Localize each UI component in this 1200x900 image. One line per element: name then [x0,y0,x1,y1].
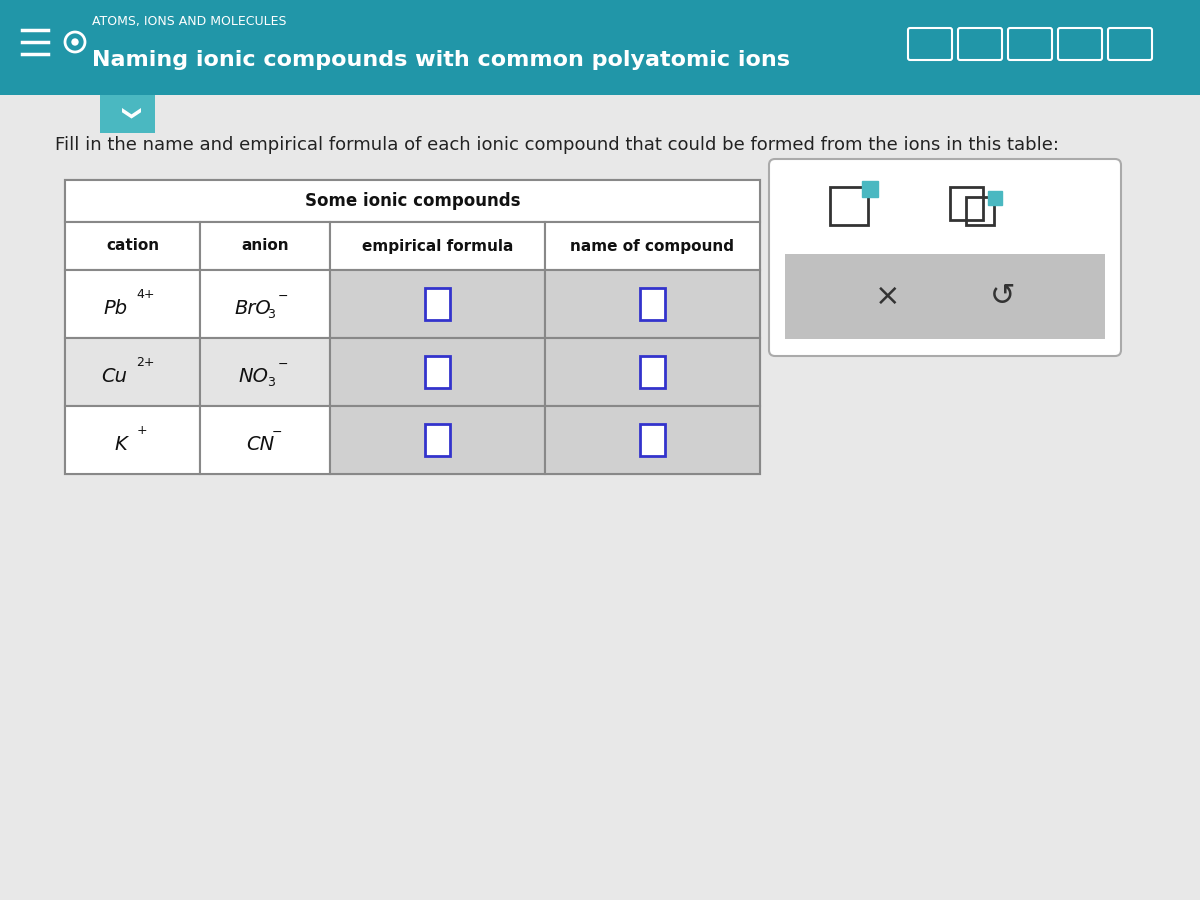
Text: 3: 3 [268,308,275,320]
Bar [330,222,545,270]
Text: 4+: 4+ [137,287,155,301]
Text: −: − [271,426,282,438]
Bar [200,406,330,474]
Text: anion: anion [241,238,289,254]
Text: ATOMS, IONS AND MOLECULES: ATOMS, IONS AND MOLECULES [92,15,287,29]
Text: 2+: 2+ [137,356,155,368]
Bar [425,288,450,320]
Bar [330,270,545,338]
Bar [862,181,878,197]
Text: 3: 3 [268,375,275,389]
Bar [545,222,760,270]
Bar [545,406,760,474]
Text: −: − [277,290,288,302]
Text: cation: cation [106,238,160,254]
Bar [425,424,450,456]
Text: ❯: ❯ [118,106,137,122]
Bar [200,338,330,406]
Text: K: K [115,435,127,454]
Text: empirical formula: empirical formula [362,238,514,254]
Bar [200,222,330,270]
Text: NO: NO [238,366,268,385]
Text: Naming ionic compounds with common polyatomic ions: Naming ionic compounds with common polya… [92,50,790,70]
Bar [0,0,1200,95]
Bar [65,406,200,474]
Bar [65,180,760,222]
Text: ×: × [875,282,900,310]
Text: +: + [137,424,148,436]
Text: name of compound: name of compound [570,238,734,254]
Text: CN: CN [246,435,274,454]
Bar [65,222,200,270]
Text: Pb: Pb [103,299,127,318]
Text: Some ionic compounds: Some ionic compounds [305,192,521,210]
FancyBboxPatch shape [769,159,1121,356]
Text: Cu: Cu [102,366,127,385]
Bar [545,270,760,338]
Bar [988,191,1002,205]
Bar [950,187,983,220]
Text: BrO: BrO [235,299,271,318]
Bar [830,187,868,225]
Text: −: − [277,357,288,371]
Text: ↺: ↺ [990,282,1015,310]
Bar [0,95,1200,900]
Bar [425,356,450,388]
Bar [640,424,665,456]
Bar [640,288,665,320]
Bar [785,254,1105,339]
Bar [65,338,200,406]
Bar [200,270,330,338]
Bar [330,338,545,406]
Text: Fill in the name and empirical formula of each ionic compound that could be form: Fill in the name and empirical formula o… [55,136,1060,154]
Circle shape [72,39,78,45]
Bar [545,338,760,406]
Bar [330,406,545,474]
Bar [65,270,200,338]
Bar [966,197,994,225]
Bar [100,95,155,133]
Bar [65,180,760,474]
Bar [640,356,665,388]
